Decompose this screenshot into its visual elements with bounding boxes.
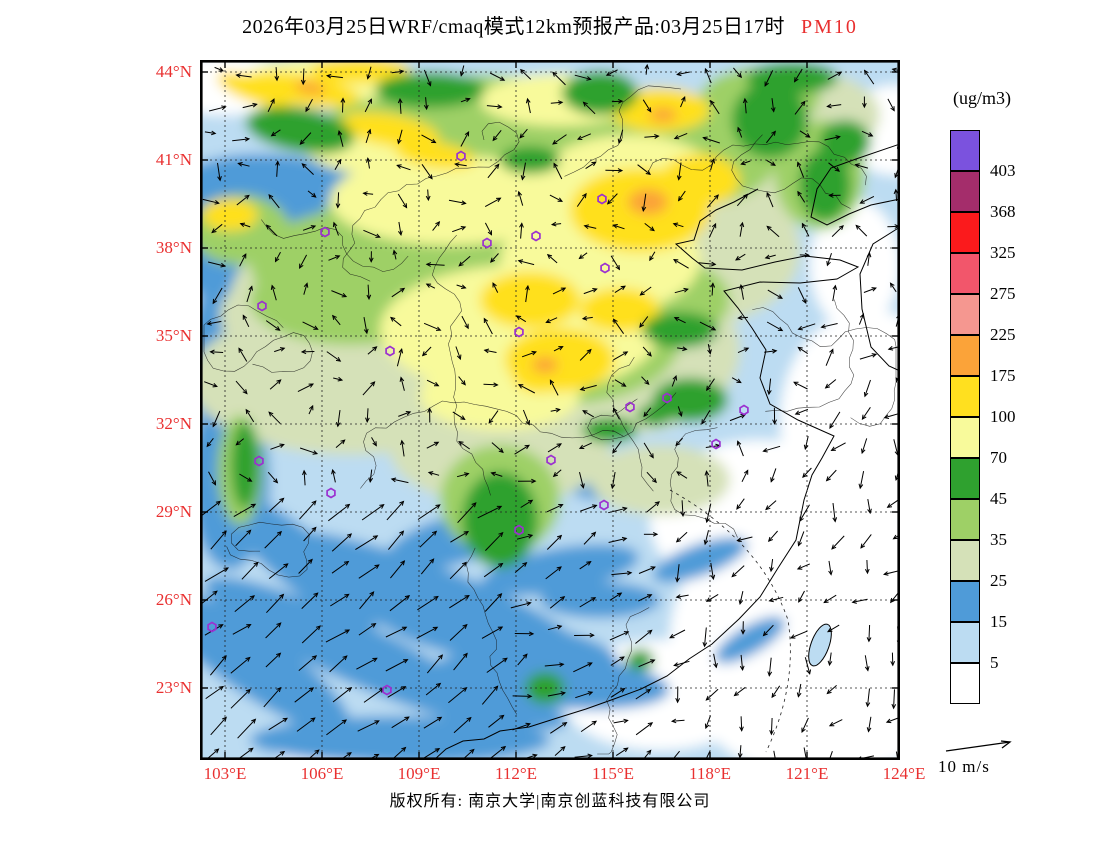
- colorbar-segment: [950, 417, 980, 458]
- map-panel: [199, 59, 905, 772]
- lat-label: 26°N: [155, 590, 192, 609]
- lat-axis: 44°N 41°N 38°N 35°N 32°N 29°N 26°N 23°N: [118, 60, 194, 760]
- city-markers-layer: [207, 150, 749, 696]
- colorbar-tick-label: 70: [990, 448, 1007, 467]
- lat-label: 38°N: [155, 238, 192, 257]
- colorbar-tick-label: 368: [990, 202, 1016, 221]
- colorbar: 403 368 325 275 225 175 100 70 45 35 25 15 5: [950, 130, 1016, 704]
- lon-label: 103°E: [203, 764, 247, 783]
- wind-scale-arrow-icon: [945, 740, 1012, 752]
- borders-layer: [203, 85, 897, 755]
- city-marker: [257, 300, 267, 312]
- lat-label: 32°N: [155, 414, 192, 433]
- lon-label: 115°E: [591, 764, 635, 783]
- gridlines-layer: [200, 60, 900, 760]
- lat-label: 41°N: [155, 150, 192, 169]
- city-marker: [711, 438, 721, 450]
- lon-label: 118°E: [688, 764, 732, 783]
- colorbar-segment: [950, 458, 980, 499]
- colorbar-segment: [950, 622, 980, 663]
- city-marker: [662, 392, 672, 404]
- city-marker: [382, 684, 392, 696]
- map-title-text: 2026年03月25日WRF/cmaq模式12km预报产品:03月25日17时: [242, 16, 785, 38]
- wind-arrows-layer: [200, 63, 905, 772]
- city-marker: [385, 345, 395, 357]
- colorbar-segment: [950, 212, 980, 253]
- copyright-text: 版权所有: 南京大学|南京创蓝科技有限公司: [389, 793, 711, 810]
- colorbar-segment: [950, 171, 980, 212]
- lon-axis: 103°E 106°E 109°E 112°E 115°E 118°E 121°E 124°E: [200, 764, 926, 786]
- city-marker: [326, 487, 336, 499]
- colorbar-tick-label: 25: [990, 571, 1007, 590]
- city-marker: [482, 237, 492, 249]
- lon-label: 109°E: [397, 764, 441, 783]
- colorbar-tick-label: 45: [990, 489, 1007, 508]
- colorbar-tick-label: 275: [990, 284, 1016, 303]
- city-marker: [207, 621, 217, 633]
- pollution-field-layer: [201, 61, 899, 759]
- lon-label: 112°E: [494, 764, 538, 783]
- colorbar-segment: [950, 253, 980, 294]
- city-marker: [254, 455, 264, 467]
- lat-label: 23°N: [155, 678, 192, 697]
- colorbar-segment: [950, 540, 980, 581]
- colorbar-tick-label: 403: [990, 161, 1016, 180]
- city-marker: [514, 524, 524, 536]
- colorbar-segment: [950, 581, 980, 622]
- lon-label: 124°E: [882, 764, 926, 783]
- colorbar-unit-label: (ug/m3): [953, 88, 1011, 108]
- colorbar-segment: [950, 130, 980, 171]
- colorbar-tick-label: 225: [990, 325, 1016, 344]
- city-marker: [599, 499, 609, 511]
- colorbar-tick-label: 35: [990, 530, 1007, 549]
- city-marker: [739, 404, 749, 416]
- colorbar-segment: [950, 376, 980, 417]
- lat-label: 44°N: [155, 62, 192, 81]
- lon-label: 121°E: [785, 764, 829, 783]
- colorbar-tick-label: 5: [990, 653, 999, 672]
- map-border: [199, 59, 901, 761]
- city-marker: [625, 401, 635, 413]
- city-marker: [320, 226, 330, 238]
- city-marker: [546, 454, 556, 466]
- colorbar-tick-label: 325: [990, 243, 1016, 262]
- map-title: 2026年03月25日WRF/cmaq模式12km预报产品:03月25日17时 P…: [0, 10, 1100, 39]
- colorbar-segment: [950, 335, 980, 376]
- colorbar-segment: [950, 294, 980, 335]
- taiwan-island: [808, 623, 832, 667]
- colorbar-tick-label: 100: [990, 407, 1016, 426]
- colorbar-segment: [950, 499, 980, 540]
- city-marker: [456, 150, 466, 162]
- lon-label: 106°E: [300, 764, 344, 783]
- lat-label: 29°N: [155, 502, 192, 521]
- city-marker: [531, 230, 541, 242]
- city-marker: [600, 262, 610, 274]
- coastline-layer: [434, 143, 899, 759]
- map-svg: [199, 59, 905, 772]
- lat-label: 35°N: [155, 326, 192, 345]
- colorbar-tick-label: 15: [990, 612, 1007, 631]
- city-marker: [514, 326, 524, 338]
- wind-scale-label: 10 m/s: [938, 757, 990, 776]
- city-marker: [597, 193, 607, 205]
- colorbar-tick-label: 175: [990, 366, 1016, 385]
- colorbar-segment: [950, 663, 980, 704]
- pollutant-label: PM10: [800, 16, 858, 38]
